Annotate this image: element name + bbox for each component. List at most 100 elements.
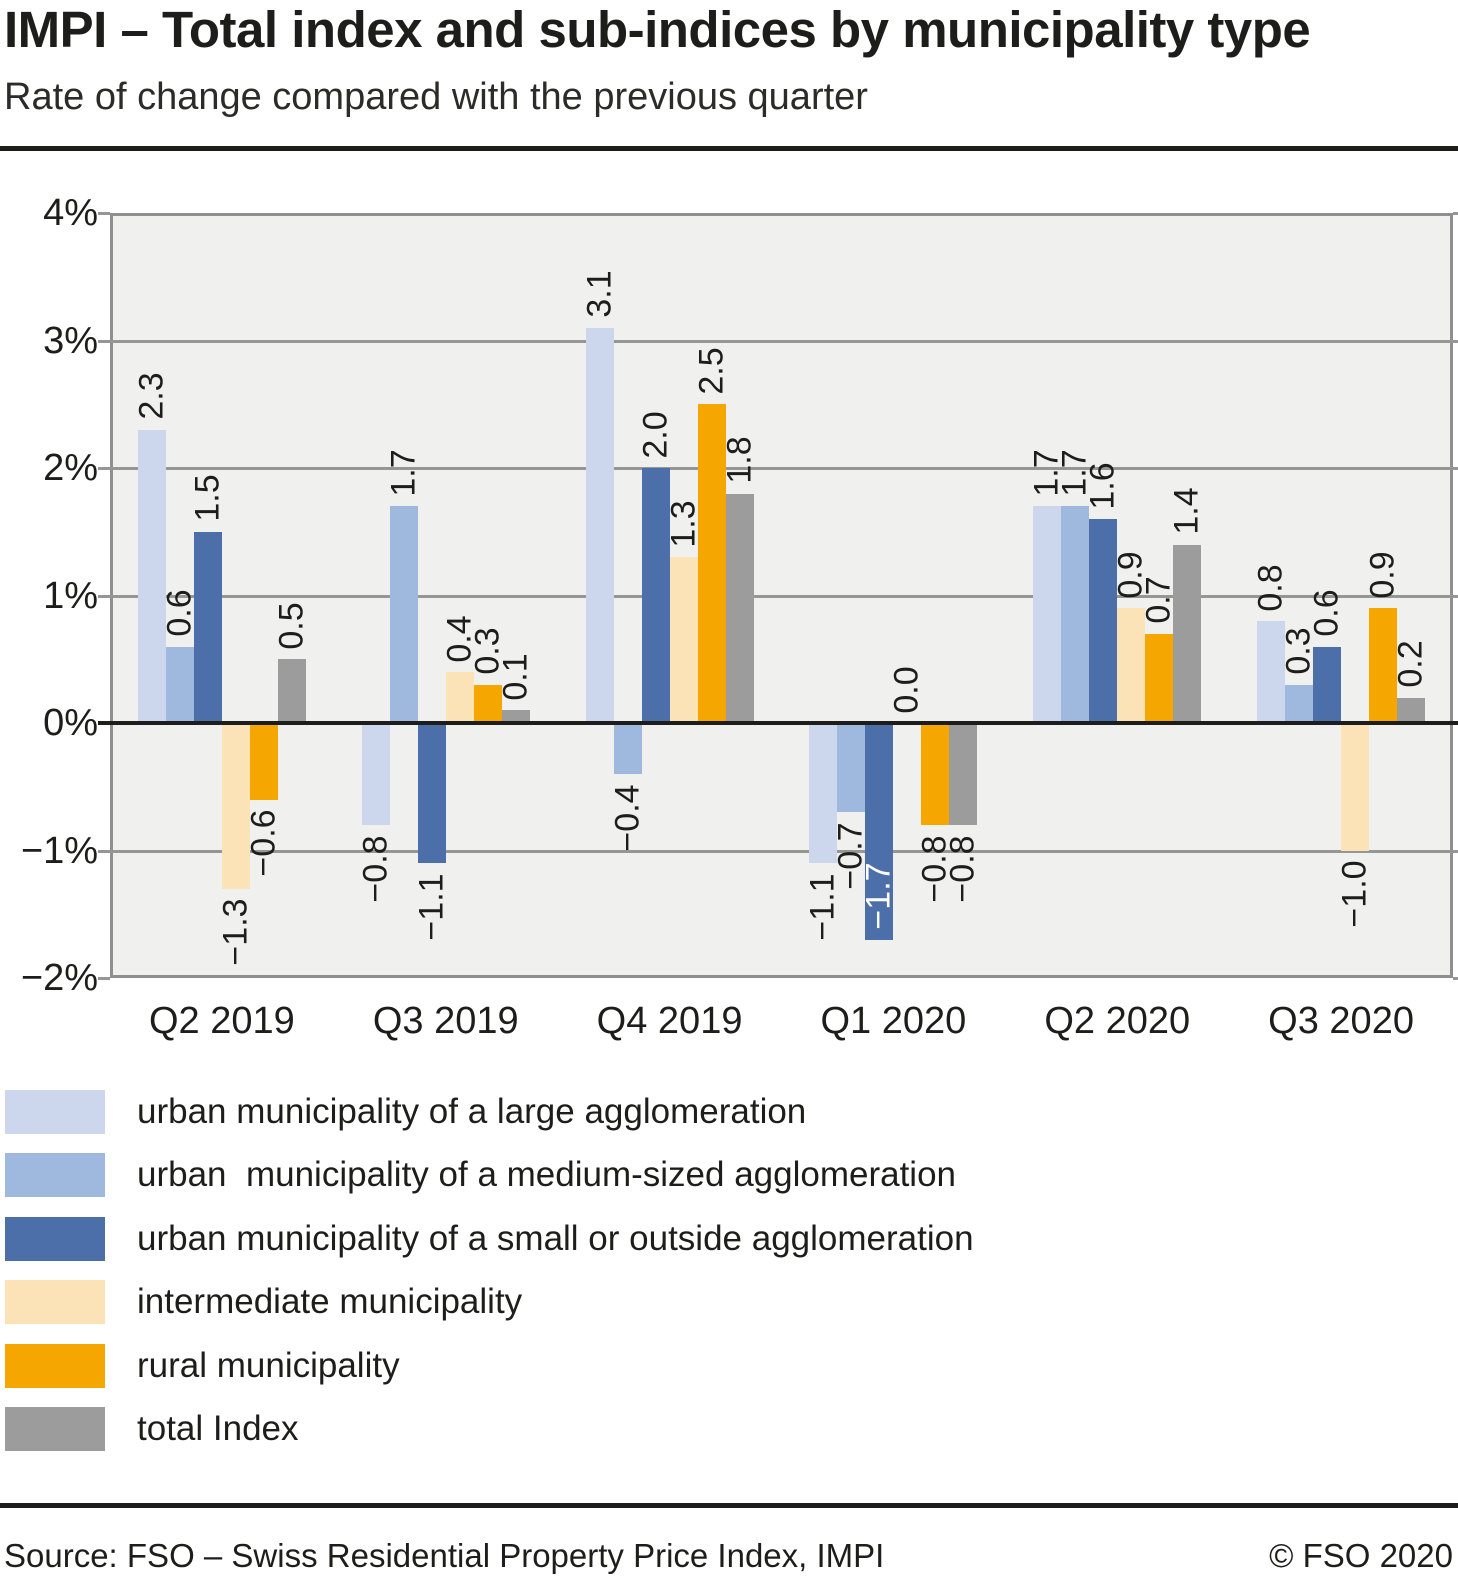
legend-item: urban municipality of a large agglomerat… (0, 1090, 1458, 1134)
legend-swatch (5, 1217, 105, 1261)
bar (221, 723, 250, 889)
bar (249, 723, 278, 800)
legend-label: intermediate municipality (137, 1282, 523, 1321)
bar (1313, 646, 1342, 723)
bar (809, 723, 838, 864)
bar-value-label: −0.8 (943, 834, 982, 903)
y-axis-tick (98, 594, 110, 598)
y-axis-tick (1453, 339, 1458, 343)
bar-value-label: 2.0 (636, 410, 675, 459)
legend-label: urban municipality of a medium-sized agg… (137, 1155, 957, 1194)
bar-value-label: 0.0 (887, 665, 926, 714)
bar (1257, 621, 1286, 723)
legend-swatch (5, 1280, 105, 1324)
bar (585, 327, 614, 723)
chart-title: IMPI – Total index and sub-indices by mu… (4, 1, 1311, 58)
bar-value-label: 0.5 (272, 602, 311, 650)
gridline (110, 339, 1453, 343)
bar (1173, 544, 1202, 723)
bar-value-label: 2.3 (132, 372, 171, 420)
bar-value-label: 1.3 (664, 500, 703, 548)
y-axis-label: −2% (20, 957, 98, 999)
bar (1033, 506, 1062, 723)
bar (1369, 608, 1398, 723)
y-axis-label: 4% (43, 192, 98, 234)
x-axis-label: Q4 2019 (596, 1000, 743, 1042)
bar (165, 646, 194, 723)
bar (725, 493, 754, 723)
x-axis-label: Q3 2019 (372, 1000, 519, 1042)
copyright-note: © FSO 2020 (1269, 1537, 1453, 1574)
y-axis-label: 1% (43, 574, 98, 617)
bar (1117, 608, 1146, 723)
legend-swatch (5, 1344, 105, 1388)
y-axis-tick (1453, 467, 1458, 470)
bar (1145, 633, 1174, 723)
chart-subtitle: Rate of change compared with the previou… (4, 76, 868, 118)
y-axis-tick (1453, 594, 1458, 598)
bar (1089, 519, 1118, 723)
top-divider (0, 146, 1458, 151)
legend-swatch (5, 1407, 105, 1451)
bar (501, 710, 530, 723)
gridline (110, 594, 1453, 598)
x-axis-label: Q3 2020 (1268, 1000, 1414, 1042)
legend-label: total Index (137, 1409, 299, 1448)
bar-value-label: 2.5 (692, 347, 731, 395)
bar-value-label: 1.8 (720, 436, 759, 484)
legend-swatch (5, 1090, 105, 1134)
bar-value-label: 0.8 (1251, 563, 1290, 612)
bar-value-label: 1.7 (384, 449, 423, 497)
bar (417, 723, 446, 864)
legend-label: urban municipality of a large agglomerat… (137, 1092, 807, 1131)
bar (613, 723, 642, 774)
bar-value-label: 0.7 (1139, 576, 1178, 624)
y-axis-tick (98, 212, 110, 215)
bar (641, 468, 670, 723)
zero-line (98, 721, 1458, 725)
legend-item: intermediate municipality (0, 1280, 1458, 1324)
bar (697, 404, 726, 723)
y-axis-tick (1453, 977, 1458, 980)
bar-value-label: 0.1 (496, 653, 535, 701)
bar-value-label: 1.4 (1167, 487, 1206, 535)
x-axis-label: Q1 2020 (820, 1000, 967, 1042)
bar (669, 557, 698, 723)
legend-item: total Index (0, 1407, 1458, 1451)
bar (837, 723, 866, 813)
bar (473, 684, 502, 723)
x-axis-label: Q2 2019 (149, 1000, 295, 1042)
y-axis-label: −1% (20, 829, 98, 872)
bar (1397, 697, 1426, 723)
y-axis-tick (98, 721, 110, 725)
bar (1341, 723, 1370, 851)
x-axis-label: Q2 2020 (1044, 1000, 1191, 1042)
bar (277, 659, 306, 723)
y-axis-tick (98, 339, 110, 343)
bar-value-label: 0.6 (160, 589, 199, 637)
y-axis-label: 2% (43, 447, 98, 489)
legend-label: rural municipality (137, 1346, 400, 1385)
bar-value-label: 0.2 (1391, 640, 1430, 688)
bar (921, 723, 950, 825)
gridline (110, 467, 1453, 470)
y-axis-tick (98, 849, 110, 853)
bar-value-label: −1.7 (859, 862, 898, 930)
y-axis-tick (1453, 212, 1458, 215)
bar (193, 531, 222, 723)
y-axis-label: 3% (43, 319, 98, 362)
legend-label: urban municipality of a small or outside… (137, 1219, 974, 1258)
bar-value-label: 1.5 (188, 474, 227, 522)
bar (1061, 506, 1090, 723)
bar-value-label: −0.6 (244, 809, 283, 877)
bar (137, 429, 166, 723)
bar-value-label: 0.6 (1307, 589, 1346, 637)
bar-value-label: 3.1 (580, 270, 619, 318)
footer-divider (0, 1503, 1458, 1508)
y-axis-tick (1453, 721, 1458, 725)
bar (1285, 684, 1314, 723)
bar-value-label: −0.8 (356, 834, 395, 903)
bar-value-label: −0.4 (608, 783, 647, 852)
bar (389, 506, 418, 723)
